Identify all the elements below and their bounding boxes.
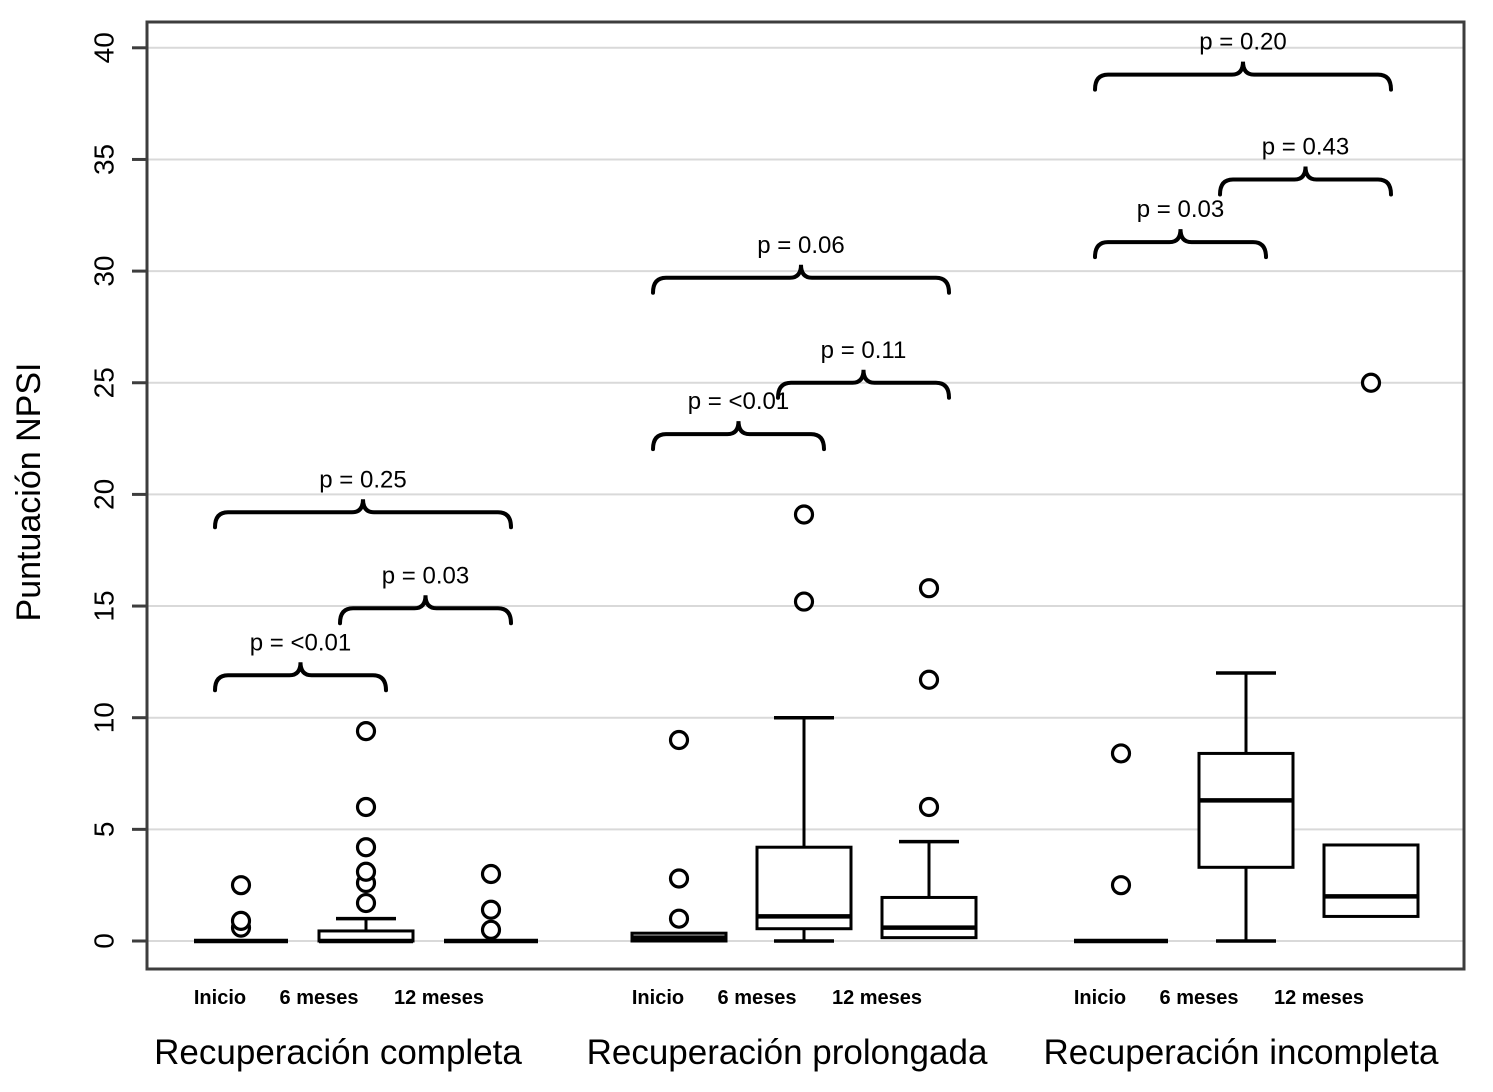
x-tick-label: Inicio <box>194 987 246 1009</box>
outlier-point <box>918 669 940 690</box>
y-tick-label: 25 <box>89 367 120 398</box>
group-label: Recuperación prolongada <box>587 1033 988 1072</box>
y-axis-title: Puntuación NPSI <box>10 363 48 622</box>
outlier-point <box>668 729 690 751</box>
x-tick-label: 12 meses <box>394 987 484 1009</box>
y-axis-layer: 0 5 10 15 20 25 30 35 40 <box>89 32 147 949</box>
x-tick-label: Inicio <box>1074 987 1126 1009</box>
p-value-bracket <box>651 264 951 295</box>
outlier-point <box>355 796 377 818</box>
p-value-label: p = 0.03 <box>1137 196 1224 223</box>
outlier-point <box>1110 743 1132 764</box>
y-tick-label: 10 <box>89 702 120 733</box>
p-value-bracket <box>1093 228 1268 260</box>
outlier-point <box>793 504 815 525</box>
y-tick-label: 35 <box>89 144 120 175</box>
outlier-point <box>230 910 252 932</box>
outlier-point <box>1110 875 1132 896</box>
p-value-bracket <box>1218 166 1393 197</box>
p-value-bracket <box>651 421 826 452</box>
outlier-point <box>918 796 940 818</box>
x-tick-label: 6 meses <box>1160 987 1239 1009</box>
box <box>1197 751 1295 869</box>
outlier-point <box>793 591 815 612</box>
y-tick-label: 40 <box>89 32 120 63</box>
group-label: Recuperación completa <box>154 1033 522 1072</box>
y-tick-label: 15 <box>89 590 120 621</box>
x-axis-labels-layer: Inicio 6 meses 12 meses Recuperación comple… <box>154 987 1439 1072</box>
x-tick-label: 6 meses <box>280 987 359 1009</box>
box <box>1322 843 1420 918</box>
p-value-label: p = <0.01 <box>250 629 351 656</box>
outlier-point <box>668 908 690 929</box>
outlier-point <box>355 892 377 914</box>
p-value-bracket <box>213 499 513 530</box>
outlier-point <box>480 863 502 885</box>
outlier-point <box>918 578 940 599</box>
y-tick-label: 30 <box>89 256 120 287</box>
p-value-label: p = 0.03 <box>382 562 469 589</box>
x-tick-label: 6 meses <box>718 987 797 1009</box>
y-tick-label: 5 <box>89 822 120 838</box>
y-tick-label: 20 <box>89 479 120 510</box>
outlier-point <box>480 919 502 940</box>
p-value-label: p = <0.01 <box>688 388 789 415</box>
p-value-label: p = 0.06 <box>757 232 844 259</box>
p-value-label: p = 0.11 <box>821 337 907 364</box>
x-tick-label: Inicio <box>632 987 684 1009</box>
p-value-brackets-layer: p = <0.01 p = 0.03 p = 0.25 p = <0.01 p = 0.… <box>213 29 1393 693</box>
x-tick-label: 12 meses <box>832 987 922 1009</box>
outlier-point <box>355 861 377 882</box>
outlier-point <box>480 899 502 920</box>
p-value-label: p = 0.20 <box>1199 29 1286 56</box>
p-value-bracket <box>1093 61 1393 92</box>
x-tick-label: 12 meses <box>1274 987 1364 1009</box>
outlier-point <box>355 837 377 858</box>
outlier-point <box>668 868 690 889</box>
group-label: Recuperación incompleta <box>1044 1033 1439 1072</box>
boxplots-layer <box>194 372 1420 944</box>
outlier-point <box>355 720 377 742</box>
p-value-label: p = 0.25 <box>319 466 406 493</box>
outlier-point <box>1360 372 1382 393</box>
outlier-point <box>230 875 252 896</box>
p-value-bracket <box>213 662 388 693</box>
p-value-bracket <box>776 369 951 400</box>
box <box>880 895 978 940</box>
p-value-label: p = 0.43 <box>1262 134 1349 161</box>
p-value-bracket <box>338 595 513 626</box>
y-tick-label: 0 <box>89 933 120 949</box>
